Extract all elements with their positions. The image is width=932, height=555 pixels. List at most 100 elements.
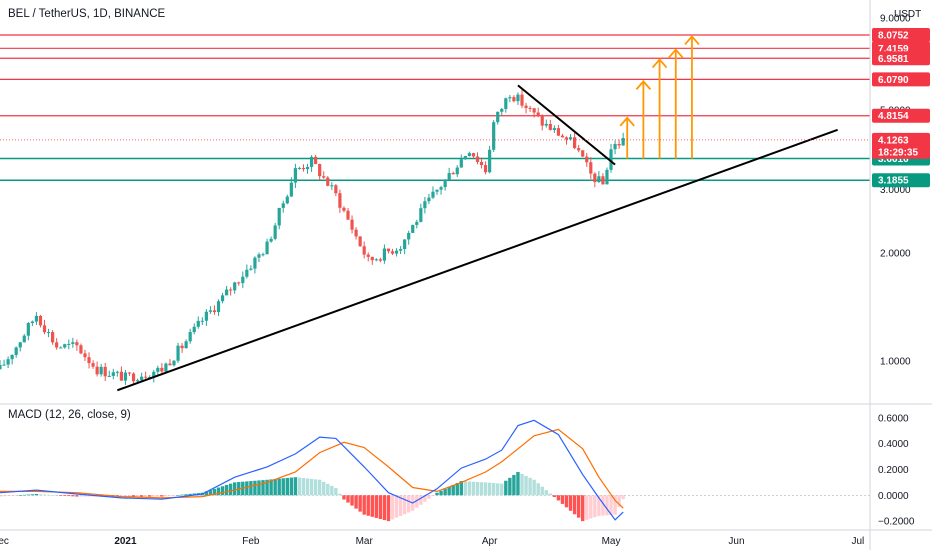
candle-body <box>483 165 488 173</box>
candle-body <box>407 232 411 240</box>
macd-histogram-bar <box>540 486 544 496</box>
candle-body <box>613 143 617 150</box>
candle-body <box>577 148 581 151</box>
macd-histogram-bar <box>281 478 285 496</box>
macd-histogram-bar <box>184 494 188 496</box>
macd-histogram-bar <box>455 483 459 496</box>
candle-body <box>196 320 200 327</box>
candle-body <box>14 347 18 355</box>
macd-histogram-bar <box>2 495 6 497</box>
candle-body <box>560 135 565 138</box>
macd-histogram-bar <box>131 495 136 497</box>
macd-histogram-bar <box>152 495 156 497</box>
time-tick-label: Mar <box>356 536 374 547</box>
resistance-level-badge-label: 6.0790 <box>878 75 909 86</box>
candle-body <box>200 320 204 322</box>
macd-histogram-bar <box>54 495 59 496</box>
chart-title: BEL / TetherUS, 1D, BINANCE <box>8 8 166 20</box>
candle-body <box>285 196 289 204</box>
macd-histogram-bar <box>208 490 213 496</box>
candle-body <box>617 143 621 146</box>
macd-histogram-bar <box>512 474 516 496</box>
macd-histogram-bar <box>180 494 184 496</box>
candle-body <box>253 257 257 269</box>
candle-body <box>281 203 285 208</box>
macd-histogram-bar <box>459 481 464 496</box>
candle-body <box>176 345 180 361</box>
support-level-badge-label: 3.1855 <box>878 176 909 187</box>
macd-line <box>0 419 624 521</box>
macd-tick-label: −0.2000 <box>878 517 915 528</box>
macd-histogram-bar <box>164 495 168 497</box>
macd-histogram-bar <box>520 473 524 496</box>
candle-body <box>220 295 225 302</box>
candle-body <box>512 97 516 102</box>
macd-histogram-bar <box>87 495 91 497</box>
candle-body <box>249 268 253 270</box>
candle-body <box>71 342 75 344</box>
candle-body <box>488 149 492 173</box>
macd-histogram-bar <box>475 481 480 496</box>
candle-body <box>463 156 467 160</box>
candle-body <box>378 259 382 261</box>
macd-histogram-bar <box>354 495 358 509</box>
candle-body <box>208 310 213 312</box>
candle-body <box>524 105 528 108</box>
macd-histogram-bar <box>536 483 540 496</box>
candle-body <box>394 250 399 254</box>
candle-body <box>589 162 593 174</box>
time-tick-label: Jul <box>851 536 864 547</box>
macd-histogram-bar <box>18 495 22 496</box>
candle-body <box>504 98 508 109</box>
candle-body <box>79 345 83 354</box>
macd-histogram-bar <box>504 480 508 496</box>
resistance-level-badge-label: 6.9581 <box>878 54 909 65</box>
macd-histogram-bar <box>366 495 370 516</box>
macd-histogram-bar <box>322 481 326 496</box>
candle-body <box>131 373 136 382</box>
macd-histogram-bar <box>548 493 553 496</box>
macd-histogram-bar <box>249 481 253 496</box>
macd-histogram-bar <box>71 495 75 497</box>
support-level-badge-label: 3.6616 <box>878 154 909 165</box>
resistance-level-badge-label: 4.8154 <box>878 111 909 122</box>
macd-histogram-bar <box>402 495 407 515</box>
candle-body <box>38 315 43 326</box>
macd-histogram-bar <box>593 495 597 518</box>
candle-body <box>520 94 524 106</box>
candle-body <box>423 201 427 209</box>
candle-body <box>435 189 439 192</box>
macd-tick-label: 0.4000 <box>878 439 909 450</box>
candle-body <box>350 219 354 230</box>
macd-histogram-bar <box>301 478 306 496</box>
macd-histogram-bar <box>544 490 548 496</box>
macd-histogram-bar <box>617 495 621 507</box>
macd-histogram-bar <box>192 493 196 496</box>
candle-body <box>399 249 403 251</box>
resistance-level-badge-label: 8.0752 <box>878 31 909 42</box>
trendlines <box>117 84 838 392</box>
macd-histogram-bar <box>6 495 10 496</box>
macd-histogram-bar <box>135 495 140 497</box>
target-arrow-head <box>619 116 635 127</box>
macd-histogram-bar <box>342 495 346 500</box>
macd-histogram-bar <box>613 495 617 515</box>
candle-body <box>59 347 63 349</box>
candle-body <box>508 97 512 99</box>
candle-body <box>55 342 59 348</box>
macd-histogram-bar <box>398 495 403 516</box>
candle-body <box>593 173 597 183</box>
candle-body <box>216 301 221 313</box>
candle-body <box>135 380 140 382</box>
support-level-badge <box>872 173 930 188</box>
candle-body <box>564 137 569 140</box>
macd-histogram-bar <box>568 495 573 511</box>
macd-histogram-bar <box>143 495 148 497</box>
candle-body <box>326 177 330 186</box>
candle-body <box>273 225 277 239</box>
candle-body <box>18 342 22 348</box>
candle-body <box>10 354 14 360</box>
macd-histogram-bar <box>26 494 31 496</box>
